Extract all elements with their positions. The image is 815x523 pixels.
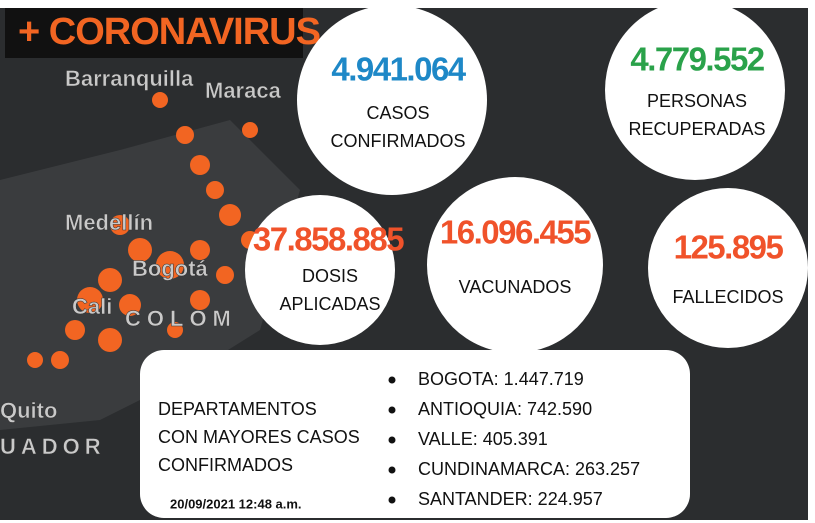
stat-label: APLICADAS (279, 294, 380, 314)
stat-bubble (245, 195, 395, 345)
stat-label: DOSIS (302, 266, 358, 286)
stat-label: CASOS (366, 103, 429, 123)
title: + CORONAVIRUS (18, 11, 320, 53)
map-label: Maraca (205, 78, 282, 103)
bullet (388, 496, 396, 504)
dept-item: VALLE: 405.391 (418, 429, 548, 449)
dept-item: SANTANDER: 224.957 (418, 489, 603, 509)
dept-heading: CON MAYORES CASOS (158, 427, 360, 447)
map-label: Quito (0, 398, 57, 423)
map-label: Barranquilla (65, 66, 194, 91)
stat-value: 125.895 (674, 229, 784, 266)
title-box (5, 8, 303, 58)
dept-heading: DEPARTAMENTOS (158, 399, 317, 419)
dept-item: ANTIOQUIA: 742.590 (418, 399, 592, 419)
bullet (388, 376, 396, 384)
stat-label: RECUPERADAS (628, 119, 765, 139)
land (0, 120, 300, 430)
map-label: COLOM (125, 306, 237, 331)
stat-value: 4.779.552 (630, 41, 764, 78)
stat-value: 37.858.885 (253, 221, 404, 258)
timestamp: 20/09/2021 12:48 a.m. (170, 496, 302, 511)
stat-label: CONFIRMADOS (331, 131, 466, 151)
stat-bubble (297, 5, 487, 195)
map-label: Medellín (65, 210, 153, 235)
stat-bubble (427, 177, 603, 353)
stat-value: 4.941.064 (331, 51, 466, 88)
departments-box (140, 350, 690, 518)
dept-list: BOGOTA: 1.447.719 ANTIOQUIA: 742.590 VALLE… (388, 369, 640, 509)
stat-label: FALLECIDOS (672, 287, 783, 307)
dept-item: CUNDINAMARCA: 263.257 (418, 459, 640, 479)
dept-heading: CONFIRMADOS (158, 455, 293, 475)
map-label: Cali (72, 294, 112, 319)
stat-value: 16.096.455 (440, 214, 591, 251)
stat-bubble (648, 188, 808, 348)
bullet (388, 436, 396, 444)
stat-bubble (605, 0, 785, 180)
stat-label: VACUNADOS (459, 277, 572, 297)
map-label: Bogotá (132, 256, 209, 281)
dept-item: BOGOTA: 1.447.719 (418, 369, 584, 389)
bullet (388, 406, 396, 414)
case-dots (27, 92, 259, 369)
map-label: UADOR (0, 434, 106, 459)
bullet (388, 466, 396, 474)
stat-label: PERSONAS (647, 91, 747, 111)
